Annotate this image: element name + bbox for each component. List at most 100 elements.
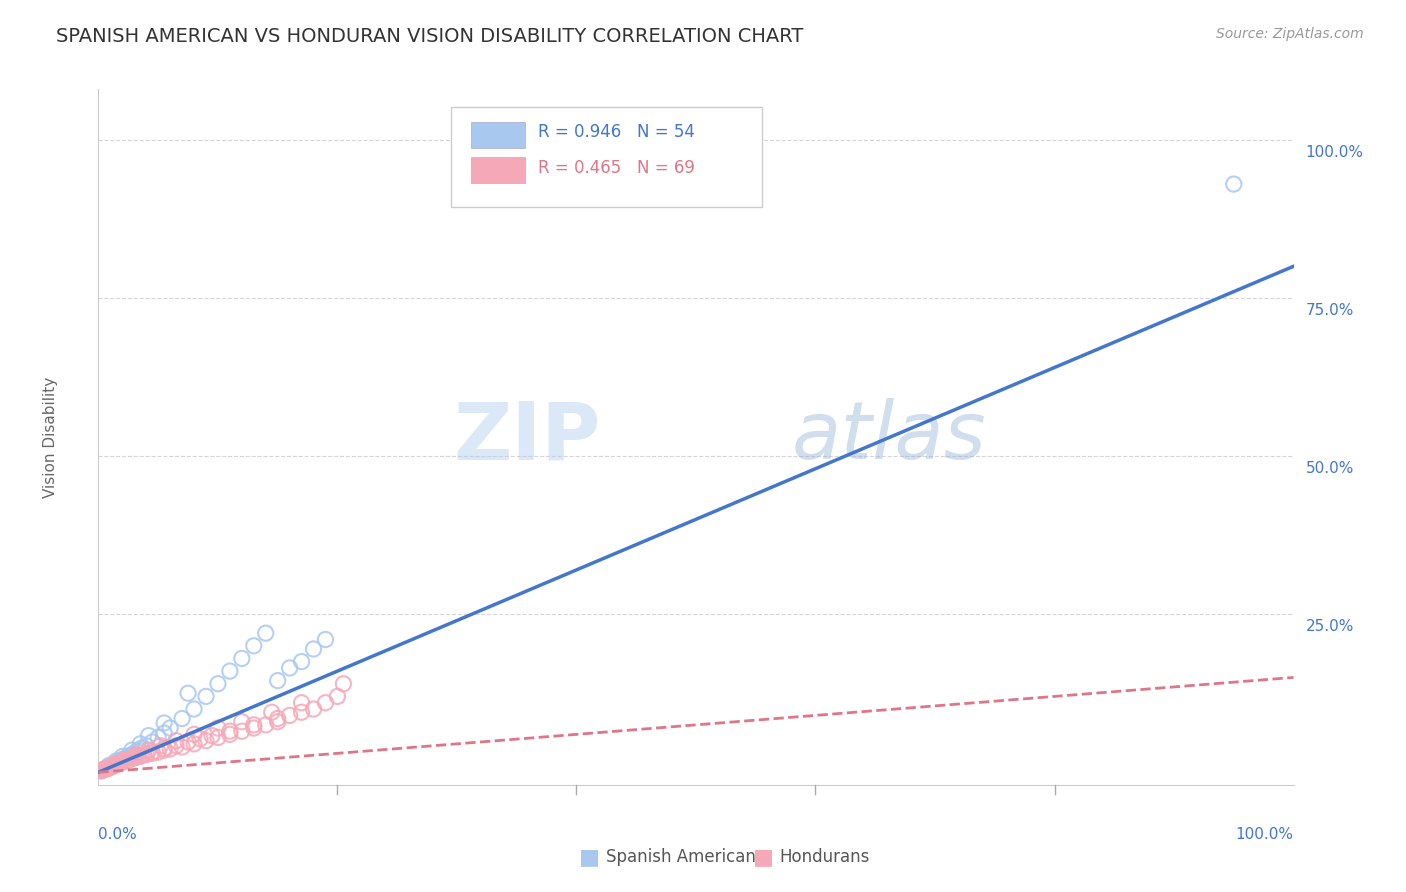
Point [153,743,176,757]
Point [254,718,277,732]
Point [98,758,121,772]
Text: 100.0%: 100.0% [1306,145,1364,160]
FancyBboxPatch shape [471,157,524,183]
Point [104,757,127,772]
Point [243,721,266,735]
Text: R = 0.465   N = 69: R = 0.465 N = 69 [538,159,695,177]
Point [115,753,138,767]
Point [125,744,148,758]
Point [97,761,120,775]
Point [219,727,242,741]
Point [1223,177,1246,191]
Point [103,758,125,772]
Point [302,642,325,657]
Point [188,731,211,746]
Text: 0.0%: 0.0% [98,827,138,842]
Text: Source: ZipAtlas.com: Source: ZipAtlas.com [1216,27,1364,41]
Point [121,751,143,765]
Point [125,750,148,764]
Text: ■: ■ [752,847,773,868]
Text: atlas: atlas [792,398,987,476]
Point [267,712,290,726]
Point [153,726,176,740]
Point [177,686,200,700]
Point [159,742,181,756]
Point [131,748,153,763]
Point [172,712,194,726]
Text: SPANISH AMERICAN VS HONDURAN VISION DISABILITY CORRELATION CHART: SPANISH AMERICAN VS HONDURAN VISION DISA… [56,27,804,45]
Point [332,677,354,691]
Point [100,759,122,773]
Point [114,751,136,765]
Point [291,696,314,710]
Point [165,739,187,753]
Point [135,747,157,762]
Point [260,705,283,719]
Point [315,696,337,710]
Point [120,748,142,763]
Point [183,737,205,751]
Point [172,739,194,754]
Point [291,655,314,669]
Point [149,739,172,753]
Point [115,752,138,766]
FancyBboxPatch shape [471,122,524,148]
Point [138,743,160,757]
Point [114,754,136,768]
Point [267,673,290,688]
Point [111,753,134,767]
Point [104,757,127,772]
Point [177,735,200,749]
Text: Vision Disability: Vision Disability [44,376,58,498]
Point [111,755,134,769]
Point [195,733,218,747]
Point [98,760,121,774]
Point [243,718,266,732]
Point [124,747,146,761]
Point [104,757,127,772]
Point [121,743,143,757]
Point [219,724,242,739]
Point [243,639,266,653]
Point [278,661,301,675]
Point [107,756,129,770]
Point [131,741,153,756]
Point [118,750,141,764]
Point [93,762,115,776]
Point [207,721,229,735]
Text: R = 0.946   N = 54: R = 0.946 N = 54 [538,123,695,141]
Point [141,745,163,759]
Text: 25.0%: 25.0% [1306,619,1354,634]
Point [107,755,129,769]
Point [135,739,157,753]
Point [110,754,132,768]
Point [132,747,155,762]
Point [115,751,138,765]
Point [302,702,325,716]
Point [121,747,143,762]
Point [278,708,301,723]
Point [96,761,118,775]
Point [108,756,131,770]
Point [254,626,277,640]
Point [98,760,122,774]
Text: 100.0%: 100.0% [1236,827,1294,842]
Point [183,702,205,716]
Point [105,757,128,772]
Point [159,721,181,735]
Point [124,751,146,765]
Point [108,755,131,769]
Point [141,747,163,761]
Point [148,731,170,745]
Point [201,729,224,743]
Point [129,737,152,751]
Text: ■: ■ [579,847,600,868]
Point [101,757,124,772]
Text: 50.0%: 50.0% [1306,461,1354,476]
Point [96,762,118,776]
Point [207,677,229,691]
Point [141,735,163,749]
Point [114,753,136,767]
Point [111,749,134,764]
Point [128,743,150,757]
